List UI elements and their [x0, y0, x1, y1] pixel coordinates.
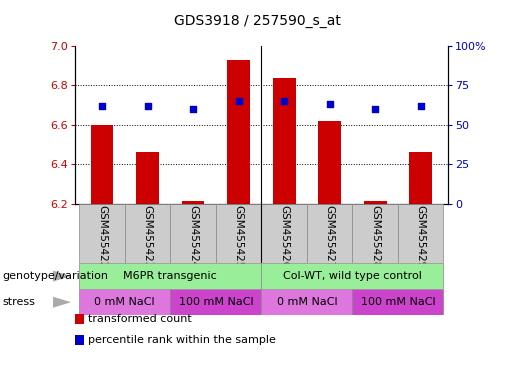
Text: 0 mM NaCl: 0 mM NaCl	[277, 297, 337, 307]
Point	[98, 103, 106, 109]
Bar	[352, 289, 443, 315]
Bar	[136, 152, 159, 204]
Bar	[79, 204, 125, 263]
Text: M6PR transgenic: M6PR transgenic	[124, 271, 217, 281]
Polygon shape	[53, 271, 71, 281]
Bar	[364, 200, 387, 204]
Bar	[216, 204, 261, 263]
Point	[417, 103, 425, 109]
Text: 100 mM NaCl: 100 mM NaCl	[360, 297, 435, 307]
Text: GDS3918 / 257590_s_at: GDS3918 / 257590_s_at	[174, 14, 341, 28]
Bar	[398, 204, 443, 263]
Bar	[273, 78, 296, 204]
Text: GSM455427: GSM455427	[324, 205, 335, 269]
Text: stress: stress	[3, 297, 36, 307]
Point	[280, 98, 288, 104]
Bar	[307, 204, 352, 263]
Polygon shape	[53, 297, 71, 308]
Point	[325, 101, 334, 108]
Bar	[79, 263, 261, 289]
Text: 0 mM NaCl: 0 mM NaCl	[94, 297, 155, 307]
Point	[189, 106, 197, 112]
Text: genotype/variation: genotype/variation	[3, 271, 109, 281]
Point	[143, 103, 151, 109]
Point	[371, 106, 380, 112]
Bar	[91, 125, 113, 204]
Bar	[409, 152, 432, 204]
Bar	[261, 204, 307, 263]
Bar	[261, 289, 352, 315]
Text: GSM455429: GSM455429	[416, 205, 426, 269]
Bar	[170, 204, 216, 263]
Bar	[170, 289, 261, 315]
Bar	[352, 204, 398, 263]
Bar	[261, 263, 443, 289]
Text: GSM455424: GSM455424	[188, 205, 198, 269]
Bar	[182, 200, 204, 204]
Text: GSM455428: GSM455428	[370, 205, 380, 269]
Text: GSM455425: GSM455425	[234, 205, 244, 269]
Bar	[318, 121, 341, 204]
Text: GSM455426: GSM455426	[279, 205, 289, 269]
Bar	[125, 204, 170, 263]
Text: 100 mM NaCl: 100 mM NaCl	[179, 297, 253, 307]
Text: percentile rank within the sample: percentile rank within the sample	[88, 335, 276, 345]
Text: GSM455423: GSM455423	[143, 205, 152, 269]
Bar	[79, 289, 170, 315]
Text: GSM455422: GSM455422	[97, 205, 107, 269]
Bar	[227, 60, 250, 204]
Point	[234, 98, 243, 104]
Text: transformed count: transformed count	[88, 314, 191, 324]
Text: Col-WT, wild type control: Col-WT, wild type control	[283, 271, 422, 281]
